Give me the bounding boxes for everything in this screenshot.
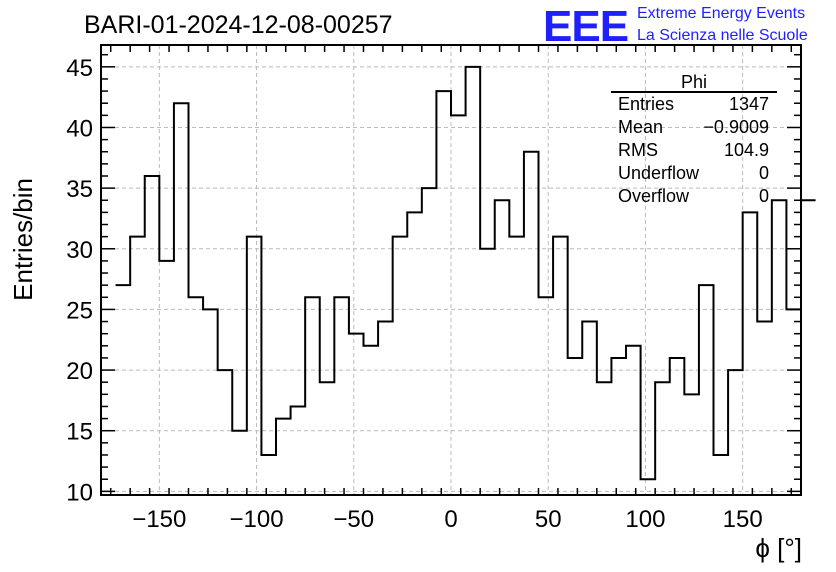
histogram-bin [539, 297, 554, 495]
histogram-bin [553, 237, 568, 495]
histogram-bin [757, 322, 772, 495]
stats-label: Mean [618, 117, 663, 137]
histogram-bin [276, 419, 291, 495]
histogram-bin [174, 103, 189, 495]
logo-line-2: La Scienza nelle Scuole [637, 27, 808, 44]
histogram-bin [641, 479, 656, 495]
y-tick-label: 35 [66, 176, 93, 203]
histogram-bin [611, 358, 626, 495]
histogram-bin [670, 358, 685, 495]
stats-rows: Entries 1347 Mean −0.9009 RMS 104.9 Underflow 0… [618, 94, 769, 206]
x-tick-label: −150 [132, 506, 186, 533]
histogram-bin [247, 237, 262, 495]
y-tick-label: 40 [66, 115, 93, 142]
histogram-bin [378, 322, 393, 495]
histogram-bin [130, 237, 145, 495]
x-tick-label: 50 [535, 506, 562, 533]
stats-label: Overflow [618, 186, 690, 206]
histogram-bin [218, 370, 233, 495]
histogram-bin [349, 334, 364, 495]
histogram-bin [393, 237, 408, 495]
y-tick-label: 45 [66, 55, 93, 82]
x-tick-label: 150 [723, 506, 763, 533]
histogram-bin [495, 200, 510, 495]
histogram-bin [480, 249, 495, 495]
histogram-bin [189, 297, 204, 495]
histogram-bin [684, 394, 699, 495]
stats-label: Entries [618, 94, 674, 114]
logo-line-1: Extreme Energy Events [637, 5, 805, 22]
histogram-bin [655, 382, 670, 495]
stats-value: 104.9 [724, 140, 769, 160]
stats-value: 0 [759, 186, 769, 206]
eee-logo: EEE Extreme Energy Events La Scienza nel… [543, 2, 808, 51]
histogram-bin [436, 91, 451, 495]
histogram-bin [145, 176, 160, 495]
y-tick-label: 15 [66, 419, 93, 446]
histogram-bin [334, 297, 349, 495]
y-tick-label: 25 [66, 297, 93, 324]
histogram-bin [320, 382, 335, 495]
x-axis-label: ϕ [°] [755, 533, 802, 563]
histogram-bin [305, 297, 320, 495]
y-tick-label: 30 [66, 237, 93, 264]
stats-title: Phi [681, 72, 707, 92]
histogram-bin [801, 200, 816, 495]
histogram-bin [714, 455, 729, 495]
histogram-bin [232, 431, 247, 495]
x-tick-label: −50 [333, 506, 374, 533]
histogram-bin [743, 212, 758, 495]
plot-frame [100, 44, 802, 496]
stats-value: 0 [759, 163, 769, 183]
x-tick-labels: −150 −100 −50 0 50 100 150 [132, 506, 762, 533]
y-axis-label: Entries/bin [8, 178, 38, 301]
histogram-bin [364, 346, 379, 495]
histogram-bin [524, 152, 539, 495]
y-tick-label: 20 [66, 358, 93, 385]
histogram-bin [568, 358, 583, 495]
histogram-bin [407, 212, 422, 495]
histogram-bin [422, 188, 437, 495]
histogram-bin [116, 285, 131, 495]
stats-label: RMS [618, 140, 658, 160]
stats-value: −0.9009 [703, 117, 769, 137]
axis-ticks [101, 45, 801, 495]
y-tick-label: 10 [66, 479, 93, 506]
histogram-bin [772, 200, 787, 495]
histogram-bin [597, 382, 612, 495]
histogram-bin [582, 322, 597, 495]
logo-mark: EEE [543, 2, 628, 51]
x-tick-label: 100 [625, 506, 665, 533]
chart-title: BARI-01-2024-12-08-00257 [84, 11, 393, 39]
axes-frame [100, 44, 802, 496]
histogram-bin [159, 261, 174, 495]
histogram-bin [451, 115, 466, 495]
histogram-bin [203, 309, 218, 495]
y-tick-labels: 10 15 20 25 30 35 40 45 [66, 55, 93, 507]
histogram-bin [626, 346, 641, 495]
histogram-bin [699, 285, 714, 495]
histogram-outline [115, 65, 816, 481]
stats-label: Underflow [618, 163, 700, 183]
grid-lines [101, 45, 801, 495]
histogram-bin [466, 67, 481, 495]
histogram-bin [728, 370, 743, 495]
histogram-bin [509, 237, 524, 495]
histogram-bins [115, 65, 816, 495]
x-tick-label: −100 [230, 506, 284, 533]
stats-value: 1347 [729, 94, 769, 114]
histogram-bin [261, 455, 276, 495]
histogram-bin [291, 406, 306, 495]
x-tick-label: 0 [444, 506, 457, 533]
stats-box: Phi Entries 1347 Mean −0.9009 RMS 104.9 Underf… [611, 72, 777, 206]
